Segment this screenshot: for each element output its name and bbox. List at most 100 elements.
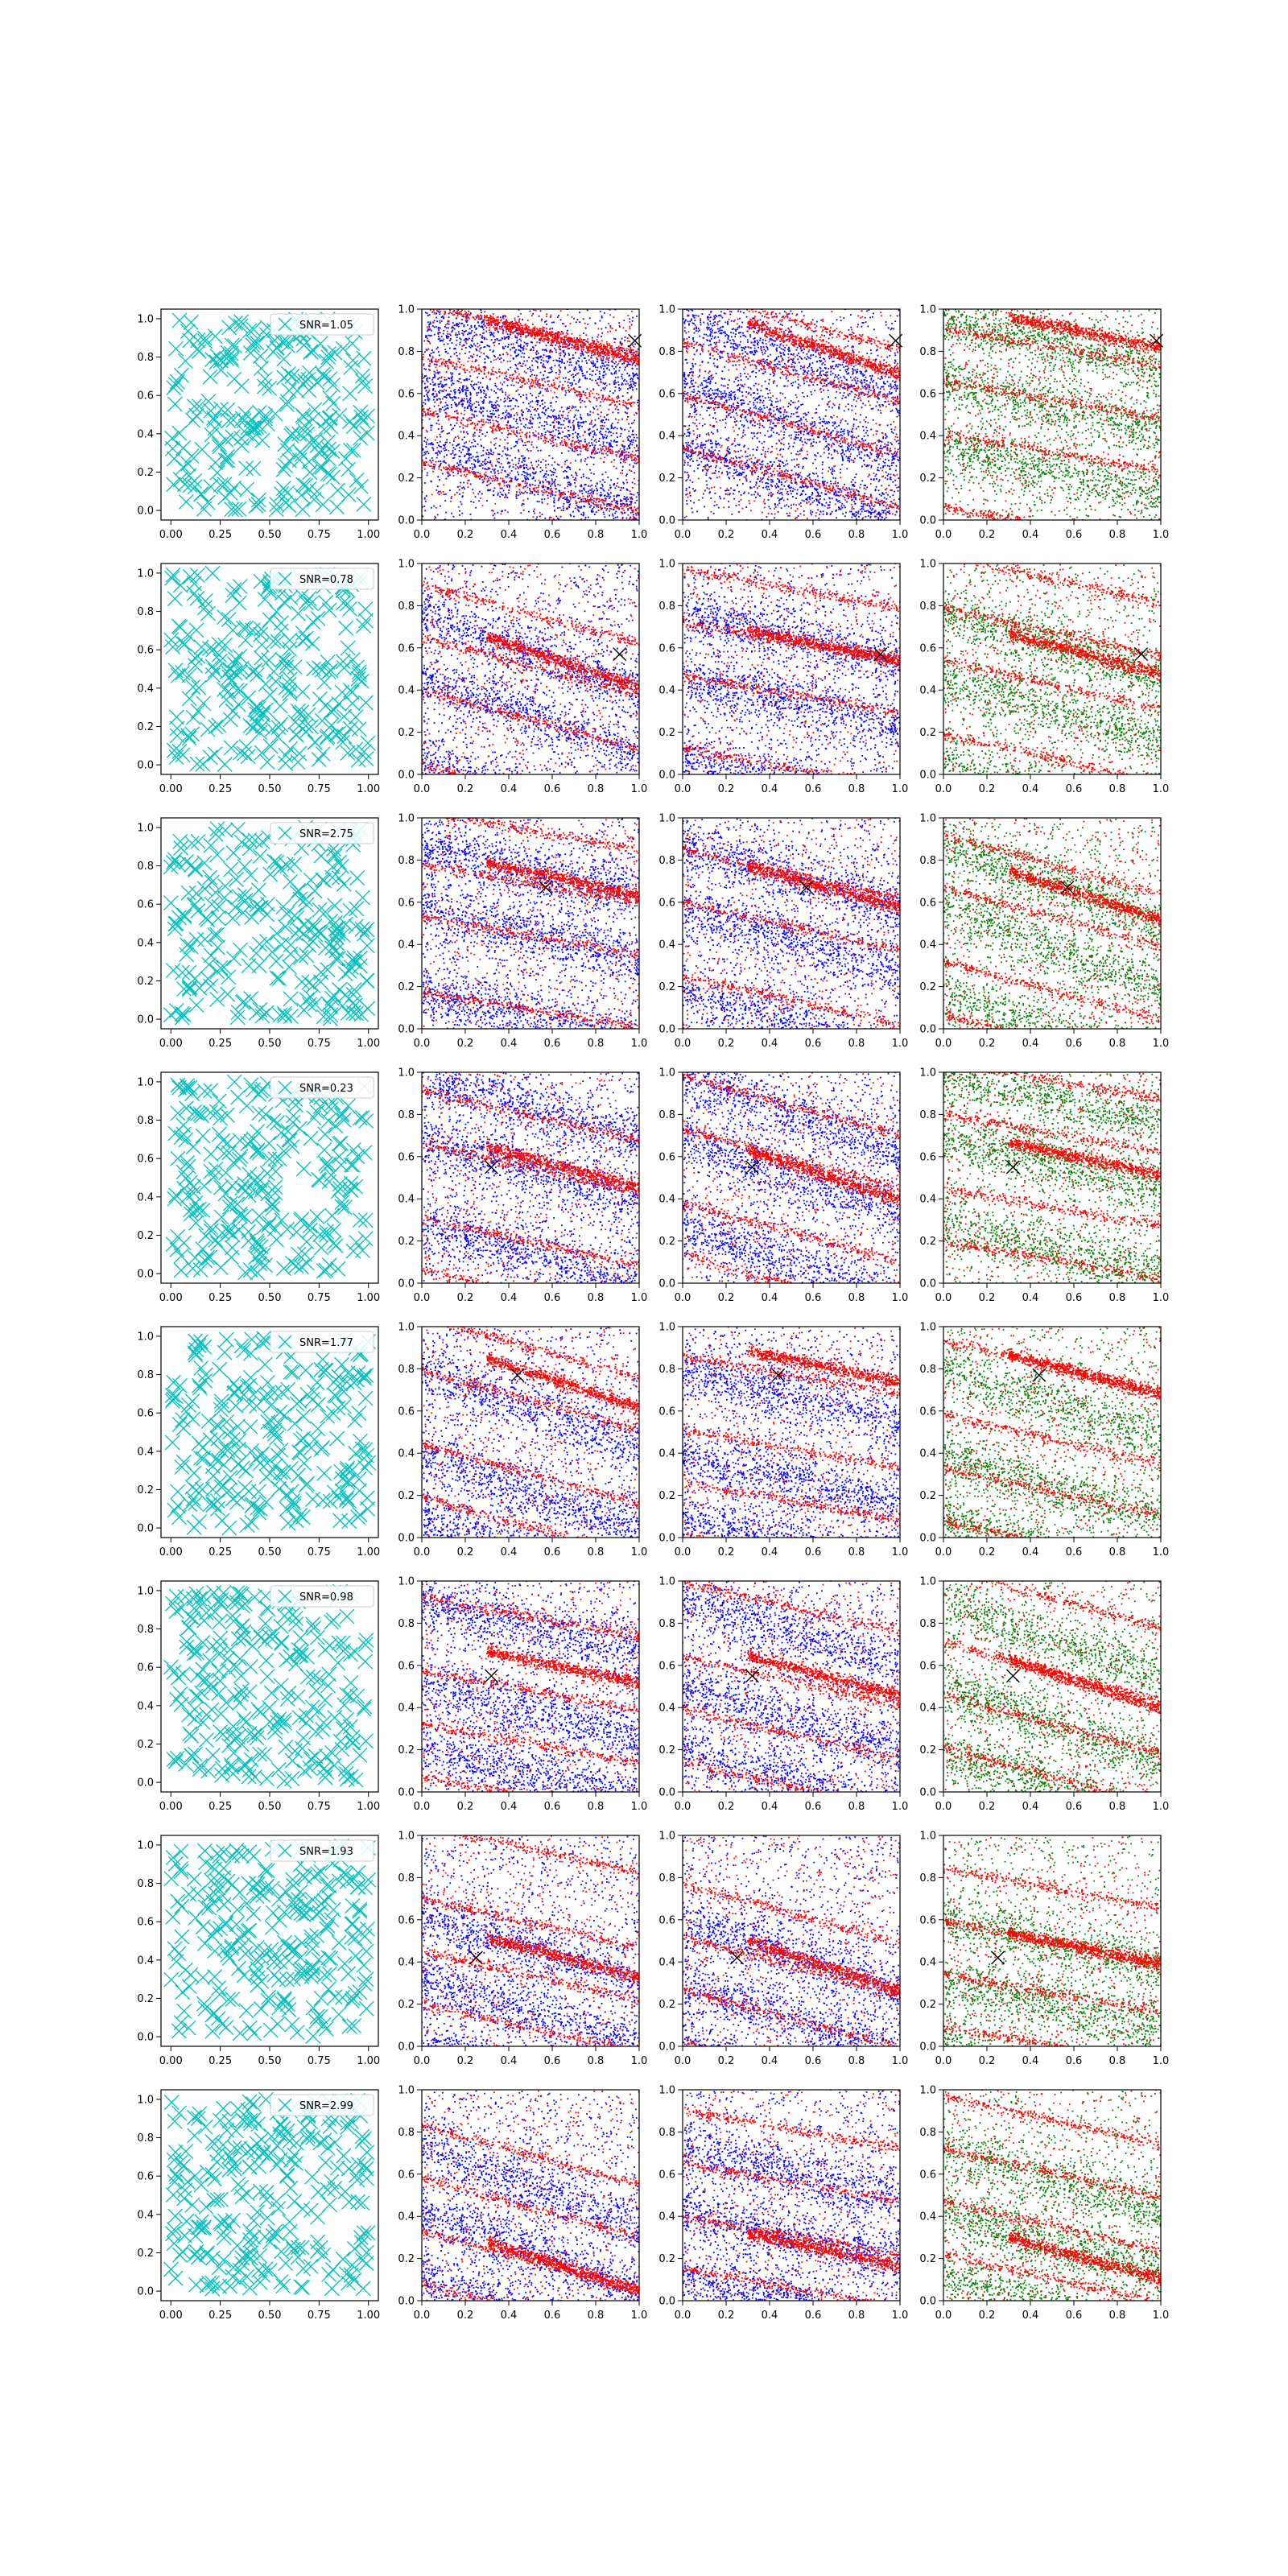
blue-point <box>577 360 579 361</box>
blue-point <box>516 342 518 344</box>
blue-point <box>468 390 469 391</box>
blue-point <box>630 352 632 353</box>
red-point <box>449 466 451 468</box>
blue-point <box>533 349 535 351</box>
blue-point <box>455 436 456 438</box>
blue-point <box>565 436 567 437</box>
blue-point <box>592 491 594 493</box>
red-point <box>624 349 625 351</box>
blue-point <box>475 328 477 330</box>
blue-point <box>617 516 618 518</box>
blue-point <box>518 394 520 395</box>
blue-point <box>510 477 511 479</box>
red-point <box>504 418 506 419</box>
red-point <box>551 517 552 518</box>
blue-point <box>633 440 634 441</box>
red-point <box>609 451 611 452</box>
blue-point <box>527 368 529 369</box>
blue-point <box>469 400 471 402</box>
blue-point <box>485 394 487 396</box>
red-point <box>528 326 530 328</box>
blue-point <box>489 411 491 412</box>
blue-point <box>464 372 466 374</box>
blue-point <box>446 442 448 444</box>
red-point <box>567 444 568 445</box>
blue-point <box>469 398 471 399</box>
blue-point <box>631 423 633 424</box>
blue-point <box>427 474 428 476</box>
red-point <box>559 497 560 499</box>
red-point <box>516 412 518 414</box>
blue-point <box>617 412 619 414</box>
red-point <box>453 311 455 312</box>
red-point <box>582 496 584 497</box>
red-point <box>430 309 431 311</box>
blue-point <box>518 345 519 347</box>
blue-point <box>518 354 519 356</box>
blue-point <box>470 514 472 515</box>
red-point <box>593 354 595 356</box>
blue-point <box>540 372 542 374</box>
blue-point <box>486 453 488 455</box>
blue-point <box>433 469 435 470</box>
blue-point <box>443 430 444 431</box>
blue-point <box>525 486 526 488</box>
red-point <box>473 415 475 416</box>
red-point <box>580 398 581 400</box>
blue-point <box>597 452 598 454</box>
red-point <box>440 491 441 493</box>
red-point <box>552 442 554 444</box>
red-point <box>555 387 556 389</box>
blue-point <box>434 402 436 403</box>
red-point <box>483 366 485 368</box>
blue-point <box>504 406 506 407</box>
blue-point <box>522 402 524 403</box>
red-point <box>485 367 486 369</box>
red-point <box>454 314 456 316</box>
red-point <box>436 310 438 312</box>
blue-point <box>542 435 543 436</box>
red-point <box>535 360 536 361</box>
blue-point <box>426 378 427 380</box>
blue-point <box>587 457 588 459</box>
blue-point <box>497 512 498 514</box>
blue-point <box>461 439 463 440</box>
red-point <box>596 499 597 501</box>
blue-point <box>493 407 494 409</box>
red-point <box>500 513 502 514</box>
blue-point <box>483 481 485 482</box>
blue-point <box>461 487 463 489</box>
blue-point <box>463 486 464 488</box>
blue-point <box>497 388 499 390</box>
blue-point <box>510 384 512 386</box>
red-point <box>529 431 530 433</box>
blue-point <box>475 445 477 447</box>
blue-point <box>515 464 517 466</box>
blue-point <box>623 448 625 449</box>
blue-point <box>535 485 536 486</box>
red-point <box>611 399 613 401</box>
red-point <box>585 446 587 448</box>
blue-point <box>452 427 454 429</box>
blue-point <box>548 487 550 489</box>
blue-point <box>505 400 506 402</box>
blue-point <box>612 411 613 413</box>
blue-point <box>504 338 506 340</box>
blue-point <box>491 404 493 406</box>
red-point <box>606 358 608 360</box>
blue-point <box>573 420 575 422</box>
blue-point <box>493 342 494 344</box>
blue-point <box>601 411 602 413</box>
red-point <box>479 411 481 413</box>
blue-point <box>589 506 591 508</box>
blue-point <box>465 393 467 394</box>
red-point <box>527 320 529 321</box>
blue-point <box>451 404 452 406</box>
blue-point <box>425 403 427 405</box>
blue-point <box>591 490 592 492</box>
blue-point <box>604 416 605 418</box>
blue-point <box>461 349 463 350</box>
blue-point <box>558 423 559 425</box>
red-point <box>637 462 638 464</box>
red-point <box>554 419 555 421</box>
